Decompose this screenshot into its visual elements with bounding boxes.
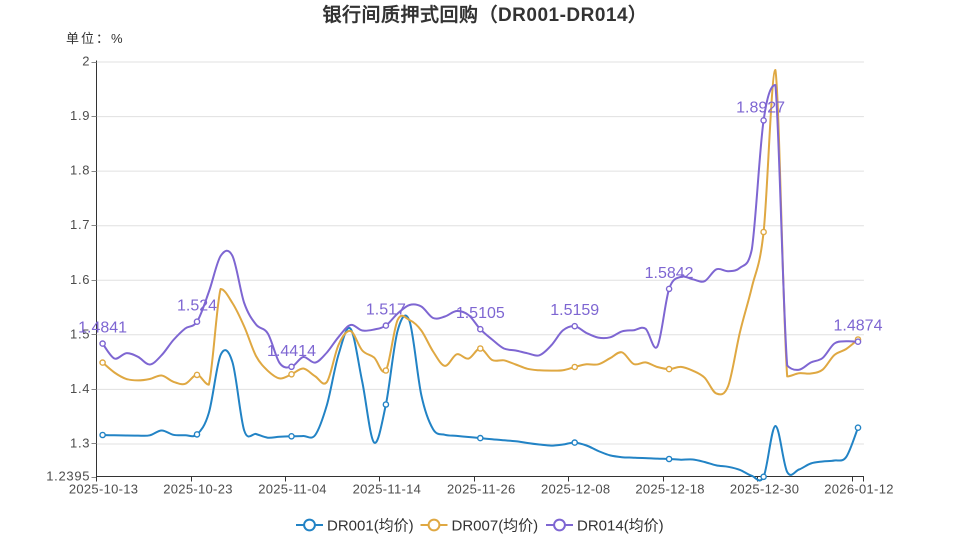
svg-text:1.8: 1.8 [70, 163, 90, 178]
svg-text:DR014(均价): DR014(均价) [577, 518, 664, 535]
svg-text:银行间质押式回购（DR001-DR014）: 银行间质押式回购（DR001-DR014） [322, 3, 647, 26]
svg-text:1.5: 1.5 [70, 326, 90, 341]
svg-text:1.9: 1.9 [70, 108, 90, 123]
svg-text:1.5105: 1.5105 [456, 305, 505, 322]
svg-text:1.4841: 1.4841 [78, 320, 127, 337]
svg-text:2025-10-13: 2025-10-13 [69, 482, 139, 497]
svg-text:1.8927: 1.8927 [736, 99, 785, 116]
svg-text:2026-01-12: 2026-01-12 [824, 482, 894, 497]
svg-text:2025-12-18: 2025-12-18 [635, 482, 705, 497]
svg-text:2025-10-23: 2025-10-23 [163, 482, 233, 497]
svg-text:1.3: 1.3 [70, 436, 90, 451]
svg-text:2025-12-08: 2025-12-08 [541, 482, 611, 497]
svg-text:1.7: 1.7 [70, 217, 90, 232]
svg-text:DR007(均价): DR007(均价) [452, 518, 539, 535]
svg-text:1.4414: 1.4414 [267, 343, 316, 360]
svg-text:1.6: 1.6 [70, 272, 90, 287]
svg-text:DR001(均价): DR001(均价) [327, 518, 414, 535]
svg-text:单位：%: 单位：% [66, 31, 125, 46]
svg-text:1.4: 1.4 [70, 381, 90, 396]
svg-text:2025-11-26: 2025-11-26 [447, 482, 516, 497]
svg-text:1.5159: 1.5159 [550, 302, 599, 319]
svg-text:1.5842: 1.5842 [645, 265, 694, 282]
svg-text:2025-12-30: 2025-12-30 [730, 482, 800, 497]
svg-text:1.524: 1.524 [177, 298, 217, 315]
svg-text:2025-11-14: 2025-11-14 [353, 482, 422, 497]
svg-text:1.2395: 1.2395 [46, 469, 90, 484]
svg-text:1.517: 1.517 [366, 302, 406, 319]
svg-text:2025-11-04: 2025-11-04 [258, 482, 327, 497]
svg-text:1.4874: 1.4874 [834, 318, 883, 335]
svg-text:2: 2 [82, 54, 90, 69]
